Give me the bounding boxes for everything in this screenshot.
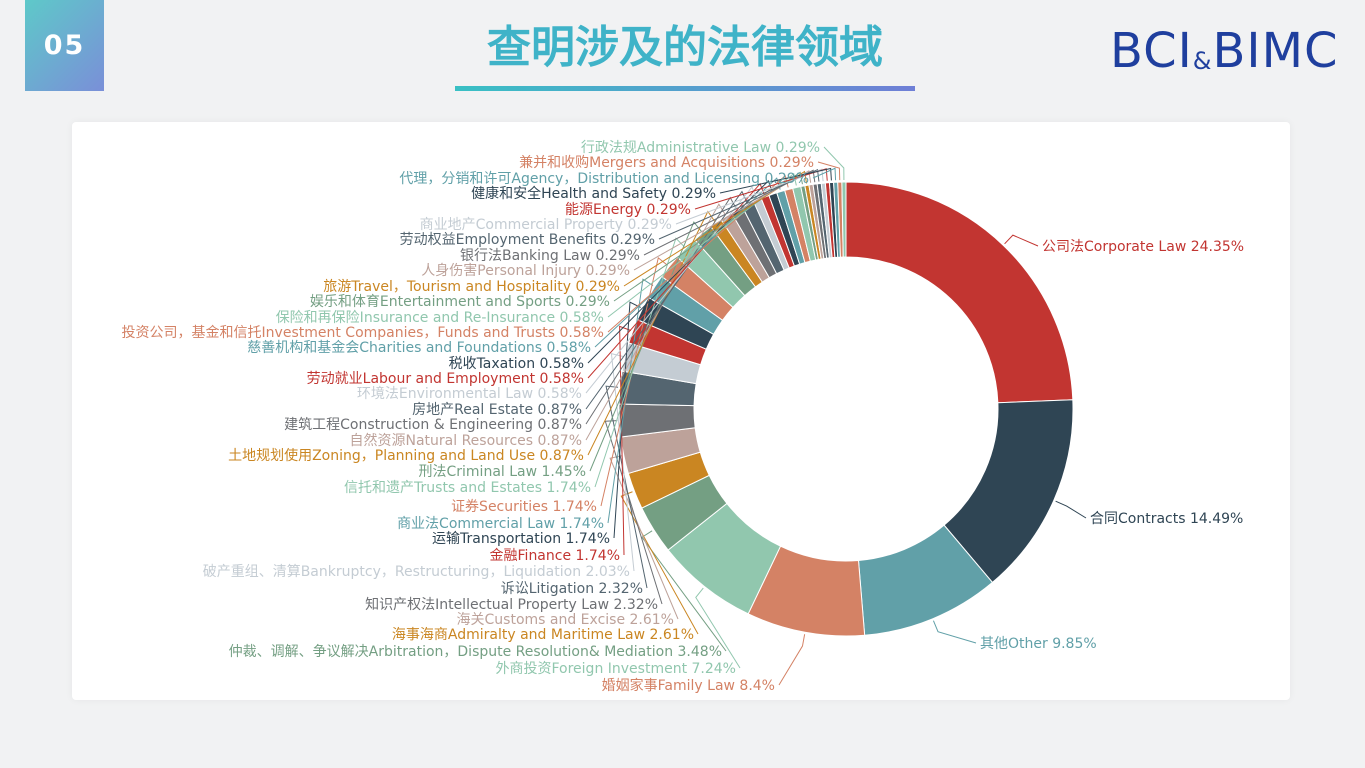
- slide-title: 查明涉及的法律领域: [487, 22, 883, 73]
- slice-label-customs-and-excise: 海关Customs and Excise 2.61%: [457, 612, 674, 628]
- leader-line-foreign-investment: [695, 587, 741, 669]
- logo-amp: &: [1192, 47, 1213, 75]
- slice-label-litigation: 诉讼Litigation 2.32%: [501, 581, 643, 597]
- slice-label-energy: 能源Energy 0.29%: [565, 202, 691, 218]
- slice-label-agency-distribution-and-licensing: 代理，分销和许可Agency，Distribution and Licensin…: [399, 171, 809, 187]
- slice-label-travel-tourism-and-hospitality: 旅游Travel，Tourism and Hospitality 0.29%: [323, 279, 620, 295]
- leader-line-agency-distribution-and-licensing: [812, 167, 837, 181]
- leader-line-securities: [600, 256, 668, 507]
- leader-line-contracts: [1055, 500, 1087, 519]
- slice-label-bankruptcy-restructuring-liquidation: 破产重组、清算Bankruptcy，Restructuring，Liquidat…: [203, 564, 630, 580]
- donut-chart: 公司法Corporate Law 24.35% 合同Contracts 14.49…: [122, 140, 1245, 694]
- slice-label-intellectual-property-law: 知识产权法Intellectual Property Law 2.32%: [365, 596, 658, 613]
- leader-line-corporate-law: [1004, 234, 1039, 247]
- section-number-badge: 05: [25, 0, 104, 91]
- slice-label-foreign-investment: 外商投资Foreign Investment 7.24%: [495, 661, 736, 677]
- leader-line-other: [932, 620, 977, 644]
- slice-label-zoning-planning-and-land-use: 土地规划使用Zoning，Planning and Land Use 0.87%: [228, 447, 584, 464]
- leader-line-construction-engineering: [585, 196, 737, 425]
- slice-label-commercial-property: 商业地产Commercial Property 0.29%: [420, 217, 672, 233]
- chart-card: 公司法Corporate Law 24.35% 合同Contracts 14.49…: [72, 122, 1290, 700]
- leader-line-travel-tourism-and-hospitality: [623, 170, 808, 287]
- leader-line-employment-benefits: [658, 168, 820, 240]
- slice-label-taxation: 税收Taxation 0.58%: [449, 356, 584, 372]
- leader-line-criminal-law: [589, 221, 702, 472]
- slice-label-real-estate: 房地产Real Estate 0.87%: [412, 402, 582, 418]
- slice-label-personal-injury: 人身伤害Personal Injury 0.29%: [421, 263, 630, 279]
- leader-line-banking-law: [643, 169, 816, 256]
- slice-label-construction-engineering: 建筑工程Construction & Engineering 0.87%: [284, 417, 582, 433]
- slice-label-employment-benefits: 劳动权益Employment Benefits 0.29%: [400, 232, 655, 248]
- leader-line-real-estate: [585, 190, 748, 410]
- leader-line-finance: [619, 325, 632, 556]
- slice-label-health-and-safety: 健康和安全Health and Safety 0.29%: [471, 185, 716, 202]
- slice-corporate-law[interactable]: [845, 181, 1074, 404]
- slice-label-securities: 证券Securities 1.74%: [451, 499, 597, 515]
- leader-line-admiralty-and-maritime-law: [620, 491, 699, 635]
- leader-line-commercial-law: [607, 278, 654, 524]
- slice-label-investment-companies-funds-and-trusts: 投资公司，基金和信托Investment Companies，Funds and…: [122, 324, 604, 341]
- leader-line-family-law: [778, 634, 806, 686]
- leader-line-arbitration-dispute-resolution-mediation: [641, 530, 727, 652]
- leader-line-entertainment-and-sports: [613, 171, 803, 302]
- slice-label-mergers-and-acquisitions: 兼并和收购Mergers and Acquisitions 0.29%: [519, 155, 814, 171]
- slice-label-other: 其他Other 9.85%: [980, 636, 1097, 652]
- slice-label-arbitration-dispute-resolution-mediation: 仲裁、调解、争议解决Arbitration，Dispute Resolution…: [229, 644, 722, 660]
- slice-label-administrative-law: 行政法规Administrative Law 0.29%: [581, 140, 820, 156]
- leader-line-litigation: [605, 385, 648, 589]
- slice-label-admiralty-and-maritime-law: 海事海商Admiralty and Maritime Law 2.61%: [392, 627, 694, 643]
- slice-administrative-law[interactable]: [841, 181, 847, 258]
- slice-label-commercial-law: 商业法Commercial Law 1.74%: [397, 516, 604, 532]
- leader-line-health-and-safety: [719, 167, 832, 194]
- leader-line-bankruptcy-restructuring-liquidation: [610, 353, 635, 572]
- leader-line-administrative-law: [823, 146, 845, 181]
- slice-label-family-law: 婚姻家事Family Law 8.4%: [602, 677, 775, 694]
- leader-line-energy: [694, 168, 828, 210]
- slice-label-criminal-law: 刑法Criminal Law 1.45%: [419, 464, 587, 480]
- leader-line-trusts-and-estates: [594, 237, 685, 488]
- leader-line-personal-injury: [633, 170, 812, 271]
- slice-label-labour-and-employment: 劳动就业Labour and Employment 0.58%: [307, 371, 584, 387]
- slice-label-insurance-and-re-insurance: 保险和再保险Insurance and Re-Insurance 0.58%: [276, 310, 604, 326]
- leader-line-mergers-and-acquisitions: [817, 161, 841, 181]
- leader-line-insurance-and-re-insurance: [607, 172, 797, 318]
- slice-label-transportation: 运输Transportation 1.74%: [432, 531, 610, 547]
- leader-line-commercial-property: [675, 168, 824, 225]
- slice-label-environmental-law: 环境法Environmental Law 0.58%: [357, 386, 582, 402]
- logo-left: BCI: [1110, 23, 1193, 79]
- slice-label-natural-resources: 自然资源Natural Resources 0.87%: [349, 432, 582, 449]
- slice-label-entertainment-and-sports: 娱乐和体育Entertainment and Sports 0.29%: [310, 294, 610, 310]
- title-underline: [455, 86, 915, 91]
- slice-label-charities-and-foundations: 慈善机构和基金会Charities and Foundations 0.58%: [247, 339, 591, 356]
- slice-label-trusts-and-estates: 信托和遗产Trusts and Estates 1.74%: [344, 480, 591, 496]
- logo-right: BIMC: [1212, 23, 1339, 79]
- slice-label-corporate-law: 公司法Corporate Law 24.35%: [1042, 239, 1244, 255]
- slice-label-finance: 金融Finance 1.74%: [490, 548, 620, 564]
- company-logo: BCI&BIMC: [1110, 20, 1337, 80]
- slice-label-banking-law: 银行法Banking Law 0.29%: [460, 248, 640, 264]
- slice-label-contracts: 合同Contracts 14.49%: [1090, 511, 1243, 527]
